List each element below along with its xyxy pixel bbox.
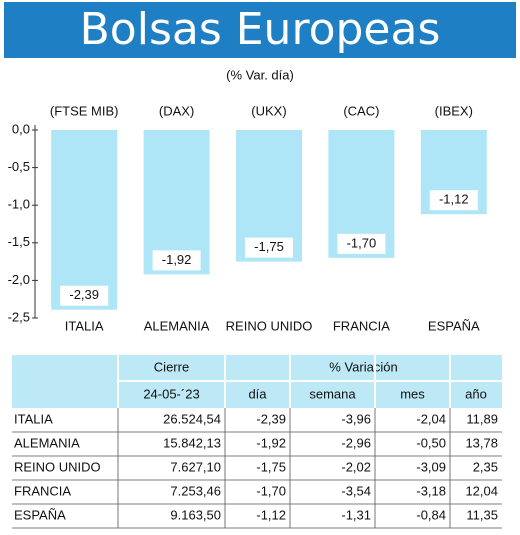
value-label-bg — [245, 237, 293, 258]
title-banner — [4, 2, 516, 58]
x-tick-label: ESPAÑA — [428, 318, 480, 333]
y-tick-label: -2,5 — [8, 309, 30, 324]
cell: 15.842,13 — [163, 435, 221, 450]
cell: 13,78 — [465, 435, 498, 450]
row-label: FRANCIA — [14, 483, 71, 498]
index-label: (FTSE MIB) — [50, 103, 119, 118]
bar — [51, 130, 118, 310]
y-tick-label: -1,5 — [8, 234, 30, 249]
row-label: ALEMANIA — [14, 435, 80, 450]
cell: 11,35 — [466, 507, 498, 522]
table-header: % Variación — [329, 359, 397, 374]
cell: -0,50 — [416, 435, 446, 450]
x-tick-label: ITALIA — [65, 318, 104, 333]
cell: -3,09 — [416, 459, 446, 474]
bar — [143, 130, 210, 275]
cell: -2,04 — [416, 411, 446, 426]
cell: -3,54 — [341, 483, 371, 498]
cell: -3,18 — [416, 483, 446, 498]
cell: 11,89 — [466, 411, 498, 426]
cell: -2,02 — [341, 459, 371, 474]
table-header: Cierre — [154, 359, 189, 374]
row-label: REINO UNIDO — [14, 459, 101, 474]
y-tick-label: 0,0 — [12, 121, 30, 136]
cell: 7.253,46 — [170, 483, 221, 498]
table-subheader: año — [465, 386, 487, 401]
cell: 26.524,54 — [163, 411, 221, 426]
table-subheader: semana — [309, 386, 356, 401]
index-label: (DAX) — [159, 103, 194, 118]
cell: 12,04 — [465, 483, 498, 498]
value-label-bg — [152, 250, 201, 271]
cell: 7.627,10 — [170, 459, 221, 474]
value-label: -2,39 — [69, 287, 99, 302]
cell: -1,12 — [256, 507, 286, 522]
cell: -2,39 — [256, 411, 286, 426]
table-subheader: mes — [400, 386, 425, 401]
chart-subtitle: (% Var. día) — [226, 67, 294, 82]
value-label-bg — [429, 190, 478, 211]
cell: -3,96 — [341, 411, 371, 426]
value-label: -1,12 — [439, 192, 469, 207]
chart-title: Bolsas Europeas — [80, 4, 441, 55]
value-label-bg — [60, 285, 109, 306]
cell: -1,75 — [256, 459, 286, 474]
index-label: (IBEX) — [435, 103, 473, 118]
cell: -1,31 — [341, 507, 371, 522]
y-tick-label: -1,0 — [8, 197, 30, 212]
x-tick-label: REINO UNIDO — [226, 318, 313, 333]
row-label: ITALIA — [14, 411, 53, 426]
x-tick-label: ALEMANIA — [144, 318, 210, 333]
cell: -2,96 — [341, 435, 371, 450]
cell: -1,70 — [256, 483, 286, 498]
value-label-bg — [337, 233, 386, 254]
value-label: -1,75 — [254, 239, 284, 254]
value-label: -1,70 — [347, 235, 377, 250]
index-label: (UKX) — [251, 103, 286, 118]
x-tick-label: FRANCIA — [333, 318, 390, 333]
row-label: ESPAÑA — [14, 507, 66, 522]
table-subheader: día — [248, 386, 267, 401]
cell: -0,84 — [416, 507, 446, 522]
table-subheader: 24-05-´23 — [143, 386, 199, 401]
y-tick-label: -0,5 — [8, 159, 30, 174]
cell: 2,35 — [473, 459, 498, 474]
cell: 9.163,50 — [170, 507, 221, 522]
value-label: -1,92 — [162, 252, 192, 267]
cell: -1,92 — [256, 435, 286, 450]
y-tick-label: -2,0 — [8, 272, 30, 287]
index-label: (CAC) — [343, 103, 379, 118]
